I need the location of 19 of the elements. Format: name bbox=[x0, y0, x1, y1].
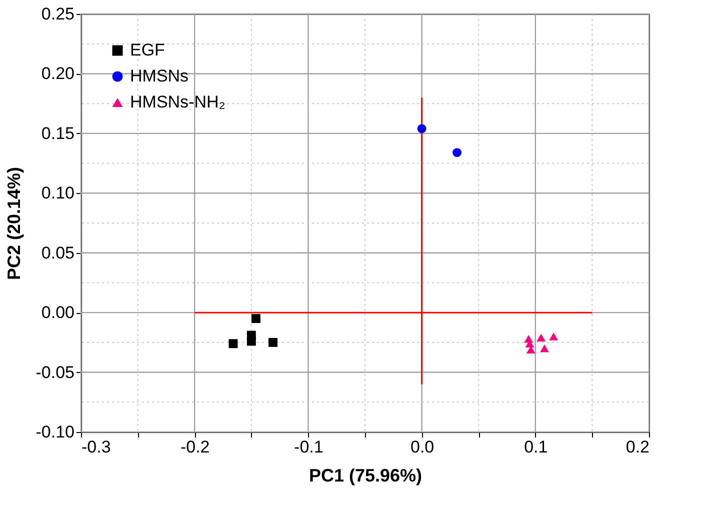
x-tick-label: 0.2 bbox=[626, 438, 650, 456]
x-tick-label: 0.0 bbox=[410, 438, 434, 456]
x-axis-title: PC1 (75.96%) bbox=[308, 466, 422, 486]
y-tick-label: 0.25 bbox=[41, 4, 74, 24]
legend-label: HMSNs-NH₂ bbox=[130, 92, 226, 112]
x-tick-label: -0.1 bbox=[294, 438, 324, 456]
y-tick-label: 0.10 bbox=[41, 184, 74, 203]
y-tick-label: 0.20 bbox=[41, 64, 74, 84]
x-tick-label: -0.3 bbox=[82, 438, 111, 456]
y-tick-label: -0.05 bbox=[36, 362, 74, 382]
y-tick-label: -0.10 bbox=[36, 422, 74, 442]
y-tick-label: 0.05 bbox=[41, 243, 74, 262]
y-tick-label: 0.15 bbox=[41, 124, 74, 143]
x-tick-label: -0.2 bbox=[180, 438, 210, 456]
legend-label: HMSNs bbox=[130, 66, 189, 86]
y-axis-title: PC2 (20.14%) bbox=[4, 166, 24, 280]
x-tick-label: 0.1 bbox=[524, 438, 548, 456]
legend-label: EGF bbox=[130, 40, 165, 60]
y-tick-label: 0.00 bbox=[41, 303, 74, 322]
